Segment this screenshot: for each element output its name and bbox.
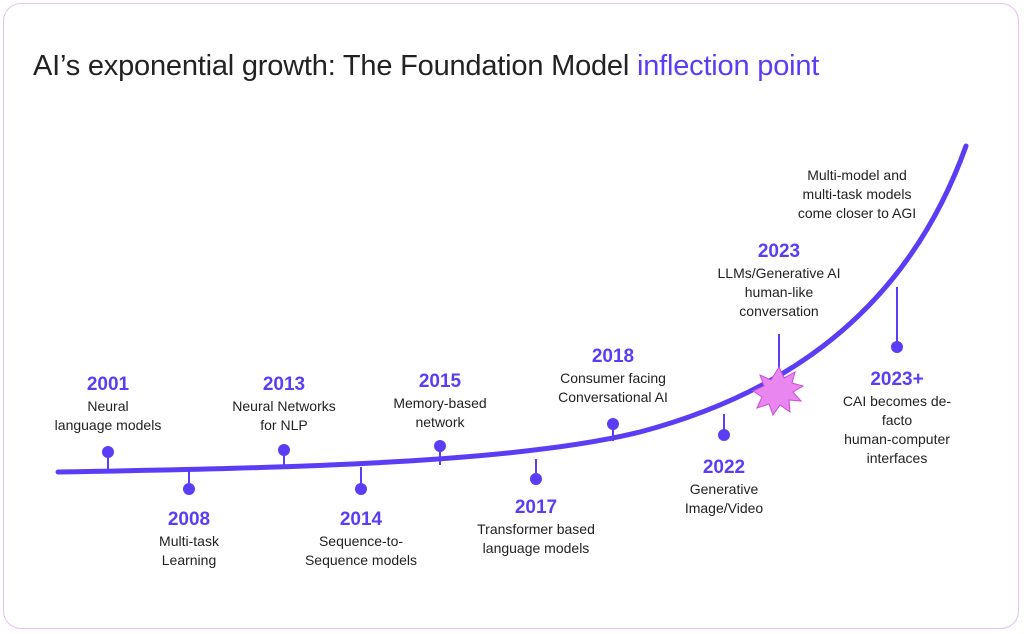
dot-2022: [718, 429, 730, 441]
dot-2015: [434, 440, 446, 452]
dot-2023-plus: [891, 341, 903, 353]
event-desc: Generative Image/Video: [684, 481, 764, 516]
event-2023-plus: 2023+ CAI becomes de-facto human-compute…: [834, 368, 961, 468]
dot-2008: [183, 483, 195, 495]
future-note: Multi-model and multi-task models come c…: [798, 166, 916, 223]
event-year: 2008: [167, 509, 211, 530]
card: [3, 3, 1019, 629]
dot-2001: [102, 446, 114, 458]
event-2013: 2013 Neural Networks for NLP: [232, 373, 335, 435]
event-2018: 2018 Consumer facing Conversational AI: [558, 345, 668, 407]
event-desc: Transformer based language models: [477, 521, 595, 556]
event-year: 2013: [262, 374, 306, 395]
growth-curve: [55, 143, 969, 475]
page-title: AI’s exponential growth: The Foundation …: [33, 50, 819, 83]
event-year: 2023: [757, 241, 801, 262]
event-year: 2001: [86, 374, 130, 395]
event-desc: Neural language models: [54, 398, 162, 433]
dot-2013: [278, 444, 290, 456]
event-year: 2017: [514, 497, 558, 518]
future-note-text: Multi-model and multi-task models come c…: [797, 167, 917, 221]
title-highlight: inflection point: [636, 50, 820, 82]
event-desc: CAI becomes de-facto human-computer inte…: [842, 393, 952, 466]
dot-2017: [530, 473, 542, 485]
event-year: 2015: [418, 371, 462, 392]
event-desc: Consumer facing Conversational AI: [558, 370, 668, 405]
event-year: 2018: [591, 346, 635, 367]
event-year: 2022: [702, 457, 746, 478]
event-2015: 2015 Memory-based network: [393, 370, 486, 432]
event-desc: Multi-task Learning: [159, 533, 219, 568]
event-2023: 2023 LLMs/Generative AI human-like conve…: [718, 240, 841, 321]
event-2001: 2001 Neural language models: [55, 373, 162, 435]
title-main: AI’s exponential growth: The Foundation …: [33, 50, 637, 82]
event-2008: 2008 Multi-task Learning: [159, 508, 219, 570]
event-2022: 2022 Generative Image/Video: [685, 456, 763, 518]
event-2014: 2014 Sequence-to- Sequence models: [305, 508, 417, 570]
dot-2018: [607, 418, 619, 430]
event-desc: Memory-based network: [393, 395, 487, 430]
event-year: 2014: [339, 509, 383, 530]
dot-2014: [355, 483, 367, 495]
event-desc: Neural Networks for NLP: [232, 398, 336, 433]
event-2017: 2017 Transformer based language models: [477, 496, 595, 558]
event-desc: Sequence-to- Sequence models: [304, 533, 418, 568]
event-year: 2023+: [870, 369, 924, 390]
burst-marker: [751, 365, 805, 417]
event-desc: LLMs/Generative AI human-like conversati…: [717, 265, 841, 319]
